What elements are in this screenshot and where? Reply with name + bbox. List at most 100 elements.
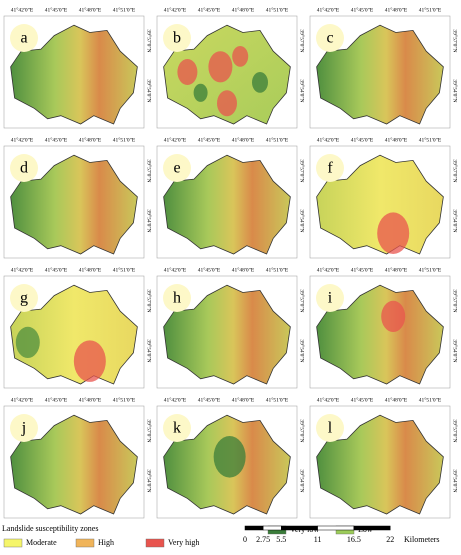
panel-label: c [326,30,333,47]
scale-segment [317,525,355,531]
lat-label: 39°54'0"N [299,339,306,362]
panel-badge [163,154,191,182]
map-panel: h 41°42'0"E 41°45'0"E 41°48'0"E 41°51'0"E 39°… [156,266,306,389]
lon-label: 41°51'0"E [419,136,442,143]
lon-label: 41°45'0"E [198,396,221,403]
lat-label: 39°57'0"N [146,159,153,182]
panel-badge [316,414,344,442]
map-panel: f 41°42'0"E 41°45'0"E 41°48'0"E 41°51'0"E 39°… [309,136,459,259]
map-panel: g 41°42'0"E 41°45'0"E 41°48'0"E 41°51'0"E 39°… [3,266,153,389]
lat-label: 39°57'0"N [146,419,153,442]
panel-label: l [328,420,333,437]
lat-label: 39°54'0"N [452,79,459,102]
lon-label: 41°42'0"E [11,136,34,143]
legend-swatch [75,538,95,548]
lon-label: 41°42'0"E [317,136,340,143]
lon-label: 41°48'0"E [232,136,255,143]
lon-label: 41°48'0"E [232,266,255,273]
lat-label: 39°54'0"N [299,79,306,102]
zone-patch [73,340,106,382]
lat-label: 39°57'0"N [452,419,459,442]
lon-label: 41°48'0"E [79,396,102,403]
panel-label: e [173,160,180,177]
scale-tick-label: 2.75 [256,535,270,544]
panel-badge [316,24,344,52]
legend-label: Moderate [26,538,57,547]
lat-label: 39°54'0"N [299,469,306,492]
scale-tick-label: 5.5 [276,535,286,544]
zone-patch [381,300,406,332]
panel-label: d [20,160,28,177]
lon-label: 41°48'0"E [79,6,102,13]
study-area [163,154,291,255]
panel-badge [10,154,38,182]
map-panel: i 41°42'0"E 41°45'0"E 41°48'0"E 41°51'0"E 39°… [309,266,459,389]
study-area [10,154,138,255]
lon-label: 41°51'0"E [113,266,136,273]
zone-patch [213,436,246,478]
lat-label: 39°54'0"N [146,339,153,362]
zone-patch [217,90,237,117]
lon-label: 41°51'0"E [266,396,289,403]
panel-badge [10,284,38,312]
study-area [10,24,138,125]
lon-label: 41°45'0"E [198,6,221,13]
lon-label: 41°42'0"E [164,136,187,143]
lon-label: 41°51'0"E [419,396,442,403]
lat-label: 39°57'0"N [299,289,306,312]
lon-label: 41°48'0"E [385,266,408,273]
lon-label: 41°51'0"E [266,266,289,273]
study-area [316,24,444,125]
lon-label: 41°48'0"E [385,136,408,143]
lon-label: 41°51'0"E [419,6,442,13]
panel-badge [163,414,191,442]
lat-label: 39°54'0"N [146,469,153,492]
map-panel: b 41°42'0"E 41°45'0"E 41°48'0"E 41°51'0"E 39°… [156,6,306,129]
panel-badge [163,24,191,52]
lon-label: 41°42'0"E [317,6,340,13]
lon-label: 41°42'0"E [11,6,34,13]
lon-label: 41°45'0"E [198,136,221,143]
zone-patch [15,326,40,358]
lon-label: 41°45'0"E [351,6,374,13]
legend-label: Very high [168,538,199,547]
lon-label: 41°45'0"E [45,136,68,143]
panel-label: i [328,290,333,307]
map-panel: d 41°42'0"E 41°45'0"E 41°48'0"E 41°51'0"E 39°… [3,136,153,259]
study-area [316,284,444,385]
lon-label: 41°48'0"E [79,266,102,273]
lat-label: 39°57'0"N [452,159,459,182]
lon-label: 41°51'0"E [113,396,136,403]
scale-tick-label: 22 [386,535,394,544]
legend-swatch [3,538,23,548]
zone-patch [193,83,208,102]
legend-title: Landslide susceptibility zones [2,524,98,533]
map-panel: a 41°42'0"E 41°45'0"E 41°48'0"E 41°51'0"E 39°… [3,6,153,129]
lon-label: 41°45'0"E [351,396,374,403]
panel-label: a [20,30,27,47]
lon-label: 41°42'0"E [164,266,187,273]
panel-label: j [21,420,26,437]
study-area [163,284,291,385]
lat-label: 39°57'0"N [299,419,306,442]
map-panel: e 41°42'0"E 41°45'0"E 41°48'0"E 41°51'0"E 39°… [156,136,306,259]
lon-label: 41°42'0"E [317,396,340,403]
panel-badge [163,284,191,312]
scale-unit: Kilometers [404,535,440,544]
panel-label: h [173,290,181,307]
panel-badge [316,154,344,182]
lat-label: 39°57'0"N [452,289,459,312]
lat-label: 39°54'0"N [452,469,459,492]
map-panel: c 41°42'0"E 41°45'0"E 41°48'0"E 41°51'0"E 39°… [309,6,459,129]
zone-patch [208,51,233,83]
lon-label: 41°51'0"E [266,136,289,143]
lat-label: 39°54'0"N [452,339,459,362]
lon-label: 41°42'0"E [164,396,187,403]
lon-label: 41°45'0"E [45,396,68,403]
lon-label: 41°42'0"E [11,396,34,403]
lon-label: 41°51'0"E [266,6,289,13]
panel-label: k [173,420,181,437]
legend-swatch [145,538,165,548]
lat-label: 39°54'0"N [146,209,153,232]
scale-segment [353,525,391,531]
